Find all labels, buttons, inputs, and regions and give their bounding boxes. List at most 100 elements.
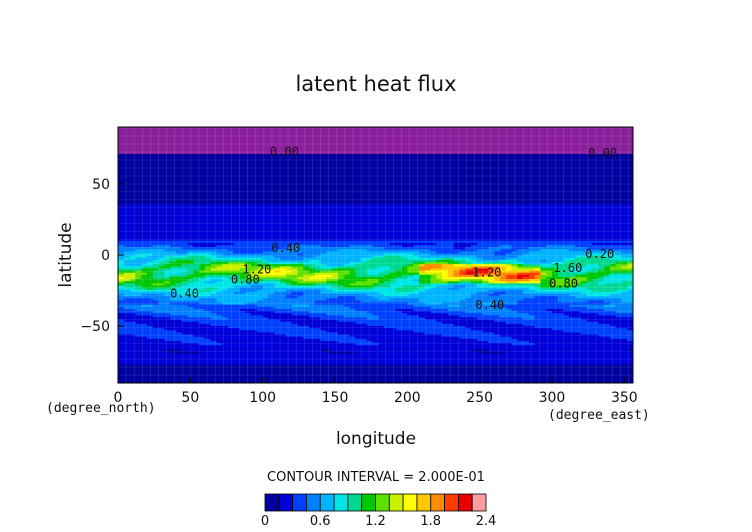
heatmap-cell	[251, 374, 258, 378]
heatmap-cell	[158, 331, 165, 335]
heatmap-cell	[401, 380, 408, 383]
heatmap-cell	[598, 272, 605, 275]
heatmap-cell	[332, 370, 339, 373]
heatmap-cell	[546, 274, 553, 277]
heatmap-cell	[326, 312, 333, 316]
heatmap-cell	[349, 306, 356, 309]
heatmap-cell	[546, 372, 553, 376]
heatmap-cell	[494, 316, 501, 320]
heatmap-cell	[488, 274, 495, 277]
heatmap-cell	[511, 312, 518, 316]
heatmap-cell	[245, 263, 252, 267]
heatmap-cell	[395, 274, 403, 277]
heatmap-cell	[546, 278, 553, 282]
heatmap-cell	[372, 325, 379, 329]
heatmap-cell	[389, 278, 397, 282]
heatmap-cell	[245, 301, 252, 305]
heatmap-cell	[575, 331, 582, 335]
heatmap-cell	[251, 323, 258, 326]
heatmap-cell	[523, 314, 530, 318]
heatmap-cell	[146, 267, 154, 271]
heatmap-cell	[164, 280, 171, 284]
heatmap-cell	[505, 308, 513, 312]
heatmap-cell	[609, 372, 617, 376]
heatmap-cell	[239, 280, 246, 284]
heatmap-cell	[580, 319, 588, 322]
heatmap-cell	[482, 351, 489, 354]
heatmap-cell	[534, 327, 542, 331]
heatmap-cell	[118, 327, 125, 331]
heatmap-cell	[551, 295, 559, 299]
heatmap-cell	[476, 314, 484, 318]
heatmap-cell	[233, 346, 241, 350]
heatmap-cell	[546, 344, 553, 348]
heatmap-cell	[436, 370, 443, 373]
heatmap-cell	[326, 293, 333, 297]
heatmap-cell	[436, 272, 443, 275]
heatmap-cell	[123, 368, 131, 371]
heatmap-cell	[222, 325, 229, 329]
heatmap-cell	[256, 338, 264, 341]
heatmap-cell	[546, 323, 553, 326]
heatmap-cell	[343, 329, 351, 333]
heatmap-cell	[326, 269, 333, 273]
heatmap-cell	[401, 344, 408, 348]
heatmap-cell	[274, 348, 281, 352]
heatmap-cell	[314, 316, 322, 320]
heatmap-cell	[274, 291, 281, 294]
heatmap-cell	[592, 340, 599, 344]
heatmap-cell	[291, 287, 298, 290]
heatmap-cell	[158, 299, 165, 303]
heatmap-cell	[308, 346, 316, 350]
heatmap-cell	[442, 301, 449, 305]
heatmap-cell	[534, 365, 542, 369]
heatmap-cell	[569, 340, 576, 344]
heatmap-cell	[355, 340, 362, 344]
heatmap-cell	[453, 301, 461, 305]
heatmap-cell	[459, 265, 466, 269]
heatmap-cell	[372, 340, 379, 344]
heatmap-cell	[337, 353, 345, 356]
heatmap-cell	[280, 342, 287, 346]
heatmap-cell	[378, 282, 385, 286]
heatmap-cell	[499, 304, 507, 307]
heatmap-cell	[436, 331, 443, 335]
heatmap-cell	[239, 287, 246, 290]
heatmap-cell	[442, 299, 449, 303]
heatmap-cell	[146, 363, 154, 367]
heatmap-cell	[598, 289, 605, 292]
heatmap-cell	[418, 378, 426, 382]
heatmap-cell	[280, 278, 287, 282]
heatmap-cell	[256, 363, 264, 367]
heatmap-cell	[146, 353, 154, 356]
heatmap-cell	[615, 338, 623, 341]
heatmap-cell	[135, 380, 142, 383]
heatmap-cell	[436, 263, 443, 267]
heatmap-cell	[470, 299, 478, 303]
heatmap-cell	[349, 361, 356, 365]
heatmap-cell	[627, 297, 633, 301]
heatmap-cell	[523, 340, 530, 344]
heatmap-cell	[216, 278, 223, 282]
heatmap-cell	[129, 380, 136, 383]
heatmap-cell	[280, 351, 287, 354]
heatmap-cell	[459, 331, 466, 335]
heatmap-cell	[170, 267, 177, 271]
heatmap-cell	[349, 297, 356, 301]
heatmap-cell	[274, 280, 281, 284]
heatmap-cell	[193, 304, 200, 307]
heatmap-cell	[389, 323, 397, 326]
heatmap-cell	[222, 340, 229, 344]
heatmap-cell	[413, 272, 420, 275]
heatmap-cell	[297, 280, 304, 284]
heatmap-cell	[245, 363, 252, 367]
heatmap-cell	[175, 280, 183, 284]
heatmap-cell	[216, 293, 223, 297]
heatmap-cell	[152, 304, 160, 307]
heatmap-cell	[141, 368, 148, 371]
heatmap-cell	[210, 287, 217, 290]
heatmap-cell	[216, 372, 223, 376]
heatmap-cell	[470, 363, 478, 367]
heatmap-cell	[447, 355, 455, 358]
heatmap-cell	[268, 363, 275, 367]
